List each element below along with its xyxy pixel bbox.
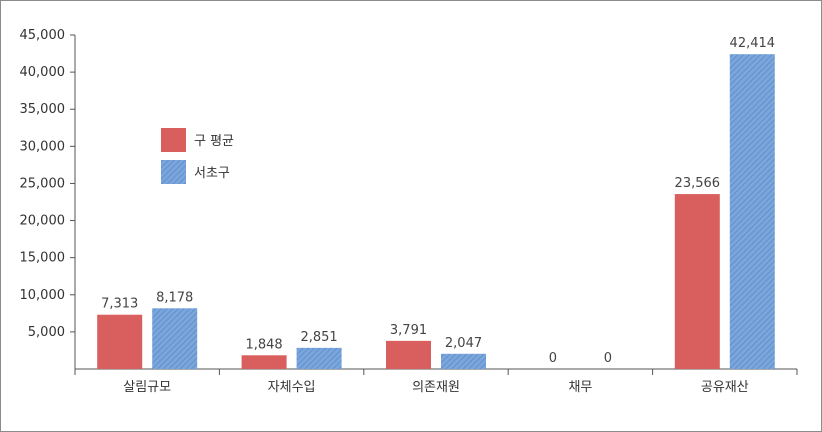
legend-label: 서초구 <box>194 166 230 181</box>
bar-gu-average <box>674 194 720 369</box>
data-label: 42,414 <box>730 36 776 51</box>
bars: 7,313 8,178 1,848 2,851 3,791 2,047 0 0 23,566 42… <box>97 36 775 369</box>
data-label: 1,848 <box>245 337 282 352</box>
axes: 5,000 10,000 15,000 20,000 25,000 30,000 35,00… <box>20 28 798 395</box>
data-label: 2,047 <box>445 336 482 351</box>
y-tick-label: 15,000 <box>20 251 66 266</box>
legend-swatch-gu-average <box>161 128 186 152</box>
x-category-label: 의존재원 <box>412 380 460 395</box>
bar-gu-average <box>97 314 143 369</box>
y-tick-label: 40,000 <box>20 65 66 80</box>
x-category-label: 공유재산 <box>701 380 749 395</box>
bar-seocho <box>296 347 342 369</box>
y-tick-label: 45,000 <box>20 28 66 43</box>
y-tick-label: 35,000 <box>20 102 66 117</box>
data-label: 23,566 <box>675 176 721 191</box>
bar-gu-average <box>241 355 287 369</box>
data-label: 3,791 <box>390 323 427 338</box>
bar-seocho <box>441 353 486 369</box>
x-category-label: 채무 <box>568 380 592 395</box>
y-tick-label: 5,000 <box>28 325 65 340</box>
data-label: 8,178 <box>156 290 193 305</box>
y-tick-label: 20,000 <box>20 214 66 229</box>
y-tick-label: 25,000 <box>20 176 66 191</box>
bar-seocho <box>729 54 775 369</box>
y-tick-label: 30,000 <box>20 139 66 154</box>
data-label: 7,313 <box>101 297 138 312</box>
bar-gu-average <box>386 340 431 369</box>
legend-label: 구 평균 <box>194 134 234 149</box>
x-category-label: 자체수입 <box>268 380 316 395</box>
data-label: 0 <box>549 351 557 366</box>
x-category-label: 살림규모 <box>123 380 171 395</box>
bar-seocho <box>152 308 198 369</box>
legend-swatch-seocho <box>161 160 186 184</box>
data-label: 2,851 <box>300 330 337 345</box>
y-tick-label: 10,000 <box>20 288 66 303</box>
data-label: 0 <box>604 351 612 366</box>
